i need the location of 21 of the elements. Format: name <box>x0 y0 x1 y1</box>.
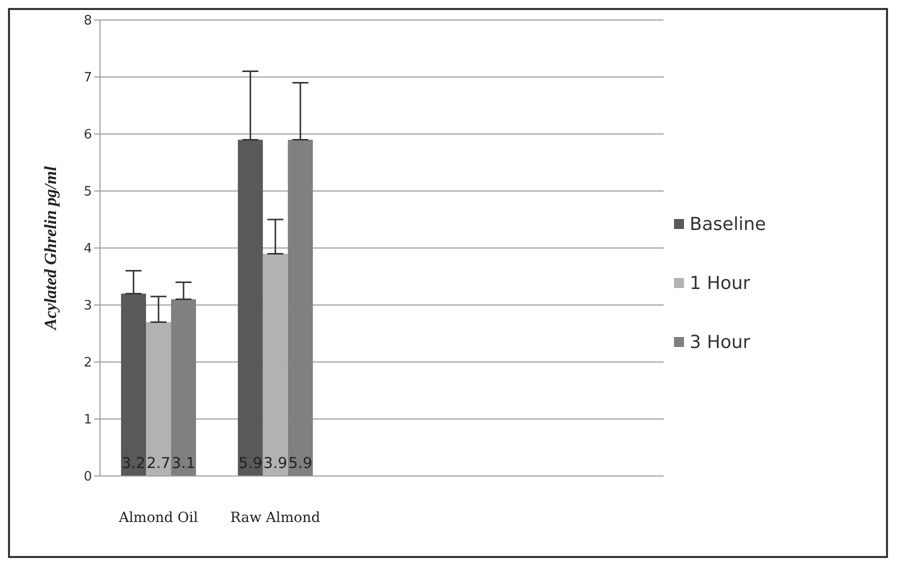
data-label: 3.2 <box>122 454 146 472</box>
x-tick-label: Almond Oil <box>118 510 199 526</box>
legend-label: 1 Hour <box>690 272 750 294</box>
data-label: 3.9 <box>263 454 288 472</box>
x-tick-label: Raw Almond <box>230 510 320 526</box>
legend-label: 3 Hour <box>690 332 750 352</box>
data-label: 5.9 <box>288 454 312 472</box>
y-tick-label: 2 <box>84 356 92 371</box>
y-axis-title: Acylated Ghrelin pg/ml <box>41 166 60 331</box>
y-tick-label: 6 <box>84 128 92 143</box>
data-label: 5.9 <box>238 454 262 472</box>
y-tick-label: 5 <box>84 184 92 200</box>
y-tick-label: 0 <box>84 470 92 485</box>
y-tick-label: 8 <box>84 14 92 29</box>
data-label: 2.7 <box>146 454 170 472</box>
y-tick-label: 1 <box>84 412 92 428</box>
y-tick-label: 4 <box>84 242 92 257</box>
data-label: 3.1 <box>172 454 196 472</box>
y-tick-label: 3 <box>84 298 92 314</box>
y-tick-label: 7 <box>84 70 92 86</box>
legend-label: Baseline <box>690 214 766 234</box>
